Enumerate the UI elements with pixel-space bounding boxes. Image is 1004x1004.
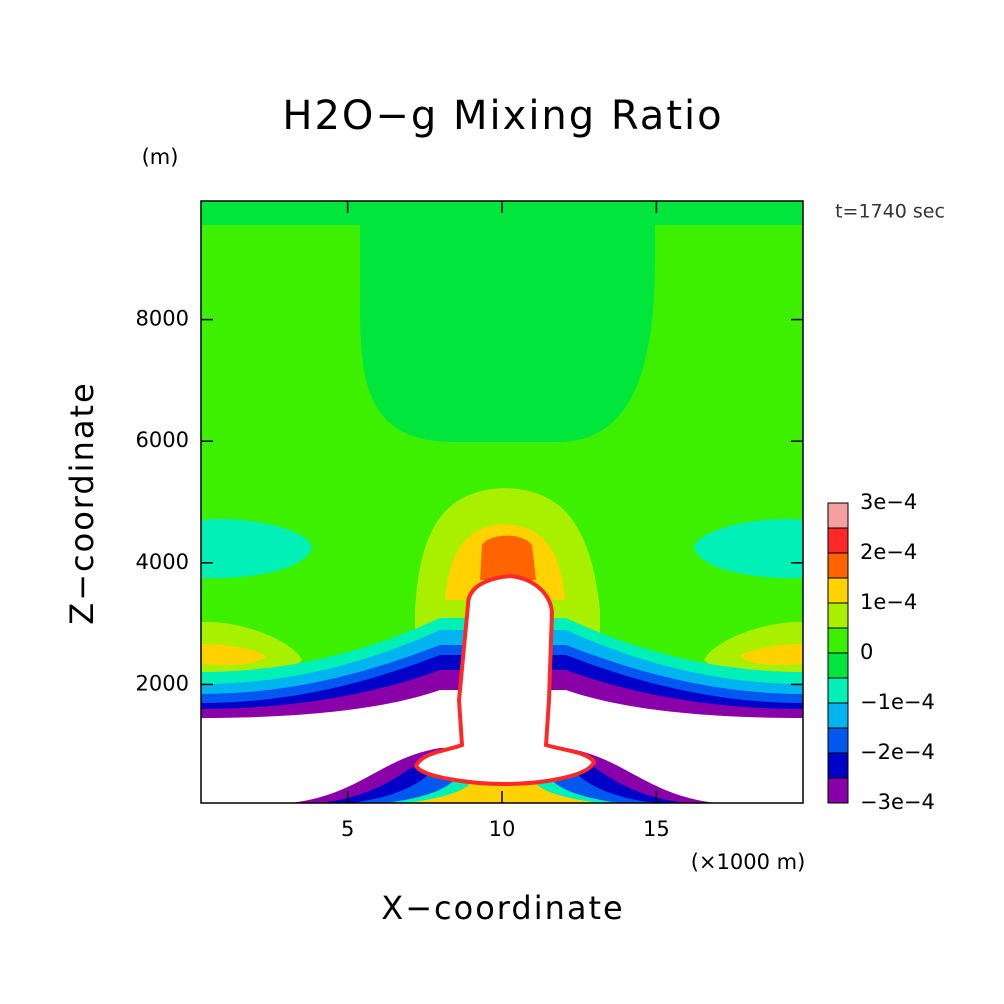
colorbar-swatch [827,627,849,654]
contour-band [480,535,536,580]
colorbar-swatch [827,652,849,679]
colorbar-tick-label: −3e−4 [860,790,935,814]
colorbar-tick-label: 1e−4 [860,590,917,614]
x-tick-label: 5 [341,817,354,841]
y-axis-title: Z−coordinate [63,381,101,624]
y-unit: (m) [142,145,179,169]
contour-band [740,644,803,666]
x-unit: (×1000 m) [691,850,806,874]
contour-band [201,201,803,442]
colorbar-swatch [827,527,849,554]
contour-band [694,519,803,579]
colorbar-swatch [827,702,849,729]
y-tick-label: 2000 [136,671,189,695]
y-tick-label: 8000 [136,307,189,331]
contour-field [201,201,803,803]
chart-title: H2O−g Mixing Ratio [282,93,723,139]
y-tick-label: 6000 [136,428,189,452]
colorbar-tick-label: −1e−4 [860,690,935,714]
contour-band [201,519,312,579]
colorbar-swatch [827,552,849,579]
time-annotation: t=1740 sec [835,201,945,223]
colorbar-tick-label: 0 [860,640,873,664]
colorbar-swatch [827,727,849,754]
y-tick-label: 4000 [136,550,189,574]
x-tick-label: 15 [643,817,670,841]
contour-band [201,644,266,666]
colorbar-swatch [827,677,849,704]
x-axis-title: X−coordinate [381,889,624,927]
contour-band [470,794,540,803]
undefined-region [413,573,597,787]
colorbar-tick-label: −2e−4 [860,740,935,764]
colorbar-swatch [827,502,849,529]
colorbar-tick-label: 3e−4 [860,490,917,514]
colorbar-tick-label: 2e−4 [860,540,917,564]
colorbar-swatch [827,602,849,629]
x-tick-label: 10 [489,817,516,841]
colorbar-swatch [827,577,849,604]
colorbar-swatch [827,752,849,779]
undefined-region [330,729,365,737]
colorbar-swatch [827,777,849,804]
